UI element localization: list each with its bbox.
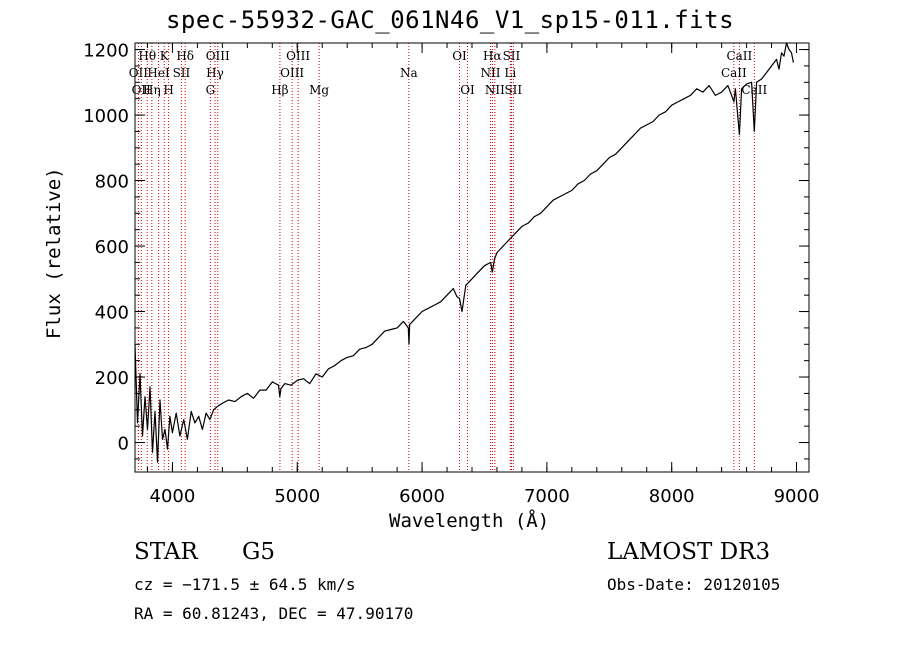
- x-tick-label: 7000: [524, 486, 570, 507]
- marker-label: G: [206, 83, 216, 97]
- marker-label: SII: [504, 83, 522, 97]
- marker-label: Hη: [143, 83, 161, 97]
- marker-label: SII: [173, 66, 191, 80]
- emission-line-markers: [137, 43, 755, 472]
- y-tick-label: 600: [95, 237, 129, 258]
- x-axis-ticks: 4000 5000 6000 7000 8000 9000: [146, 43, 820, 507]
- marker-label: Li: [504, 66, 516, 80]
- marker-label: CaII: [726, 49, 752, 63]
- object-subclass: G5: [242, 539, 276, 565]
- y-tick-label: 800: [95, 172, 129, 193]
- marker-label: Hδ: [176, 49, 194, 63]
- object-class: STAR: [134, 539, 198, 565]
- marker-label: OI: [452, 49, 467, 63]
- marker-label: CaII: [721, 66, 747, 80]
- marker-label: K: [160, 49, 170, 63]
- obs-date: Obs-Date: 20120105: [607, 575, 781, 594]
- marker-label: NII: [485, 83, 505, 97]
- marker-label: Hθ: [138, 49, 156, 63]
- marker-label: OIII: [206, 49, 230, 63]
- marker-label: H: [163, 83, 173, 97]
- x-tick-label: 8000: [649, 486, 695, 507]
- marker-label: HeI: [147, 66, 170, 80]
- y-tick-label: 400: [95, 303, 129, 324]
- plot-frame: [134, 42, 810, 473]
- marker-label: SII: [503, 49, 521, 63]
- marker-label: Hβ: [271, 83, 288, 97]
- marker-label: CaII: [741, 83, 767, 97]
- y-axis-ticks: 0 200 400 600 800 1000 1200: [83, 41, 809, 460]
- y-tick-label: 200: [95, 368, 129, 389]
- velocity-readout: cz = −171.5 ± 64.5 km/s: [134, 575, 356, 594]
- x-axis-label: Wavelength (Å): [389, 510, 550, 532]
- marker-label: OIII: [280, 66, 304, 80]
- line-marker-labels: OIIOIIHθHηHeIKHSIIHδGHγOIIIHβOIIIOIIIMgN…: [129, 49, 768, 97]
- marker-label: OII: [132, 83, 152, 97]
- y-tick-label: 1200: [83, 41, 129, 62]
- y-tick-label: 1000: [83, 106, 129, 127]
- marker-label: Mg: [309, 83, 329, 97]
- marker-label: Na: [400, 66, 418, 80]
- marker-label: NII: [480, 66, 500, 80]
- y-axis-label: Flux (relative): [43, 167, 65, 339]
- chart-title: spec-55932-GAC_061N46_V1_sp15-011.fits: [165, 6, 735, 34]
- survey-name: LAMOST DR3: [607, 539, 771, 565]
- spectrum-series: [134, 42, 794, 463]
- x-tick-label: 6000: [399, 486, 445, 507]
- coordinates: RA = 60.81243, DEC = 47.90170: [134, 604, 414, 623]
- y-tick-label: 0: [118, 434, 129, 455]
- x-tick-label: 4000: [150, 486, 196, 507]
- x-tick-label: 5000: [274, 486, 320, 507]
- marker-label: Hα: [483, 49, 502, 63]
- marker-label: Hγ: [206, 66, 224, 80]
- marker-label: OI: [460, 83, 475, 97]
- marker-label: OII: [129, 66, 149, 80]
- x-tick-label: 9000: [774, 486, 820, 507]
- spectrum-line: [134, 42, 794, 463]
- marker-label: OIII: [286, 49, 310, 63]
